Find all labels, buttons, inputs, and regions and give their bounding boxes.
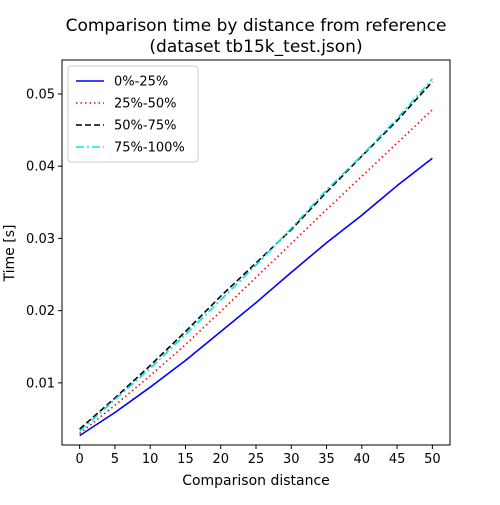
y-tick-label: 0.05 (26, 87, 55, 102)
y-axis: 0.01 0.02 0.03 0.04 0.05 (26, 87, 62, 391)
x-tick-label: 20 (212, 452, 229, 467)
y-tick-label: 0.02 (26, 304, 55, 319)
y-tick-label: 0.03 (26, 232, 55, 247)
x-axis: 0 5 10 15 20 25 30 35 40 45 50 (75, 445, 441, 467)
legend: 0%-25% 25%-50% 50%-75% 75%-100% (67, 65, 199, 163)
y-tick-label: 0.04 (26, 160, 55, 175)
y-tick-label: 0.01 (26, 376, 55, 391)
x-tick-label: 10 (142, 452, 159, 467)
legend-box (67, 65, 199, 163)
x-tick-label: 30 (283, 452, 300, 467)
chart-subtitle: (dataset tb15k_test.json) (149, 37, 362, 57)
legend-label-3: 75%-100% (114, 141, 185, 156)
series-line-3 (79, 78, 433, 432)
x-tick-label: 5 (111, 452, 119, 467)
x-tick-label: 45 (389, 452, 406, 467)
x-axis-label: Comparison distance (182, 473, 330, 489)
legend-label-0: 0%-25% (114, 75, 168, 90)
y-axis-label: Time [s] (2, 225, 18, 283)
x-tick-label: 15 (177, 452, 194, 467)
series-line-0 (79, 157, 433, 437)
legend-label-2: 50%-75% (114, 119, 176, 134)
x-tick-label: 50 (424, 452, 441, 467)
x-tick-label: 0 (75, 452, 83, 467)
chart-title: Comparison time by distance from referen… (66, 16, 447, 36)
x-tick-label: 35 (318, 452, 335, 467)
x-tick-label: 25 (248, 452, 265, 467)
series-line-2 (79, 81, 433, 430)
x-tick-label: 40 (354, 452, 371, 467)
legend-label-1: 25%-50% (114, 97, 176, 112)
